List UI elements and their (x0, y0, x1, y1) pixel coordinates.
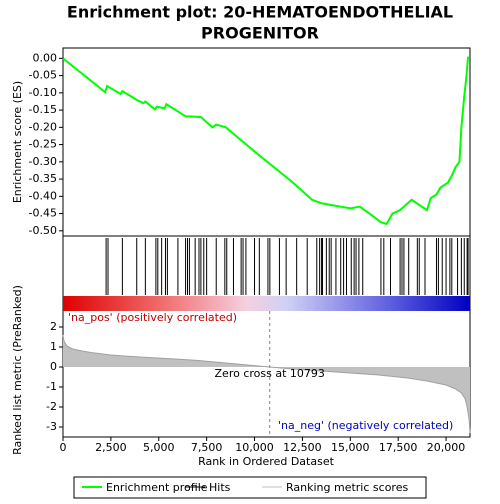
y-label: Enrichment score (ES) (11, 81, 24, 203)
x-tick-label: 15,000 (331, 441, 370, 454)
y-tick-label: -0.05 (29, 69, 57, 82)
y-tick-label: -0.50 (29, 224, 57, 237)
neg-label: 'na_neg' (negatively correlated) (278, 419, 453, 432)
y-tick-label: -0.10 (29, 86, 57, 99)
y2-tick-label: -3 (46, 420, 57, 433)
y-tick-label: -0.25 (29, 138, 57, 151)
zero-cross-label: Zero cross at 10793 (215, 367, 325, 380)
metric-area (63, 335, 470, 433)
y2-tick-label: -2 (46, 400, 57, 413)
chart-title: Enrichment plot: 20-HEMATOENDOTHELIAL (67, 3, 453, 22)
y2-tick-label: 1 (50, 340, 57, 353)
x-tick-label: 7,500 (191, 441, 223, 454)
y-tick-label: -0.45 (29, 207, 57, 220)
es-frame (62, 47, 471, 237)
x-label: Rank in Ordered Dataset (198, 455, 335, 468)
chart-title: PROGENITOR (201, 24, 319, 43)
y-tick-label: -0.40 (29, 189, 57, 202)
es-line (62, 56, 470, 226)
y2-tick-label: 2 (50, 320, 57, 333)
y2-tick-label: -1 (46, 380, 57, 393)
x-tick-label: 10,000 (235, 441, 274, 454)
x-tick-label: 20,000 (427, 441, 466, 454)
legend-label: Ranking metric scores (286, 481, 408, 494)
y-tick-label: -0.30 (29, 155, 57, 168)
y-tick-label: 0.00 (33, 51, 58, 64)
pos-label: 'na_pos' (positively correlated) (68, 311, 237, 324)
legend-label: Enrichment profile (106, 481, 208, 494)
y-tick-label: -0.35 (29, 172, 57, 185)
y-tick-label: -0.15 (29, 103, 57, 116)
x-tick-label: 2,500 (95, 441, 127, 454)
x-tick-label: 17,500 (379, 441, 418, 454)
y2-tick-label: 0 (50, 360, 57, 373)
x-tick-label: 12,500 (283, 441, 322, 454)
color-bar (63, 296, 470, 311)
y2-label: Ranked list metric (PreRanked) (11, 285, 24, 455)
x-tick-label: 5,000 (143, 441, 175, 454)
metric-line (62, 334, 471, 434)
y-tick-label: -0.20 (29, 120, 57, 133)
x-tick-label: 0 (60, 441, 67, 454)
legend (73, 476, 427, 499)
legend-label: Hits (209, 481, 231, 494)
